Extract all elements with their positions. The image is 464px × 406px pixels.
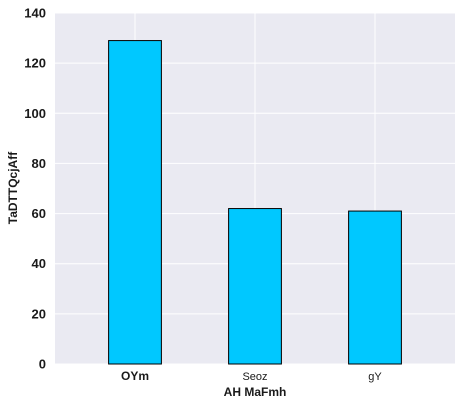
y-tick-label-7: 140: [24, 6, 46, 21]
y-tick-label-2: 40: [32, 256, 46, 271]
x-axis-label: AH MaFmh: [224, 385, 287, 399]
y-tick-label-1: 20: [32, 306, 46, 321]
x-tick-label-OYm: OYm: [121, 369, 149, 383]
x-tick-label-gY: gY: [368, 371, 382, 383]
x-tick-label-Seoz: Seoz: [242, 371, 267, 383]
bar-Seoz: [228, 208, 282, 365]
bar-OYm: [108, 40, 162, 365]
x-tick-labels: OYm Seoz gY: [121, 369, 382, 383]
bars: [108, 40, 402, 365]
y-axis-label: TaDTTQcjAff: [6, 151, 20, 224]
bar-gY: [348, 210, 402, 365]
y-tick-label-4: 80: [32, 156, 46, 171]
y-tick-label-3: 60: [32, 206, 46, 221]
y-tick-label-6: 120: [24, 56, 46, 71]
y-tick-labels: 0 20 40 60 80 100 120 140: [24, 6, 46, 372]
y-tick-label-0: 0: [39, 357, 46, 372]
y-tick-label-5: 100: [24, 106, 46, 121]
